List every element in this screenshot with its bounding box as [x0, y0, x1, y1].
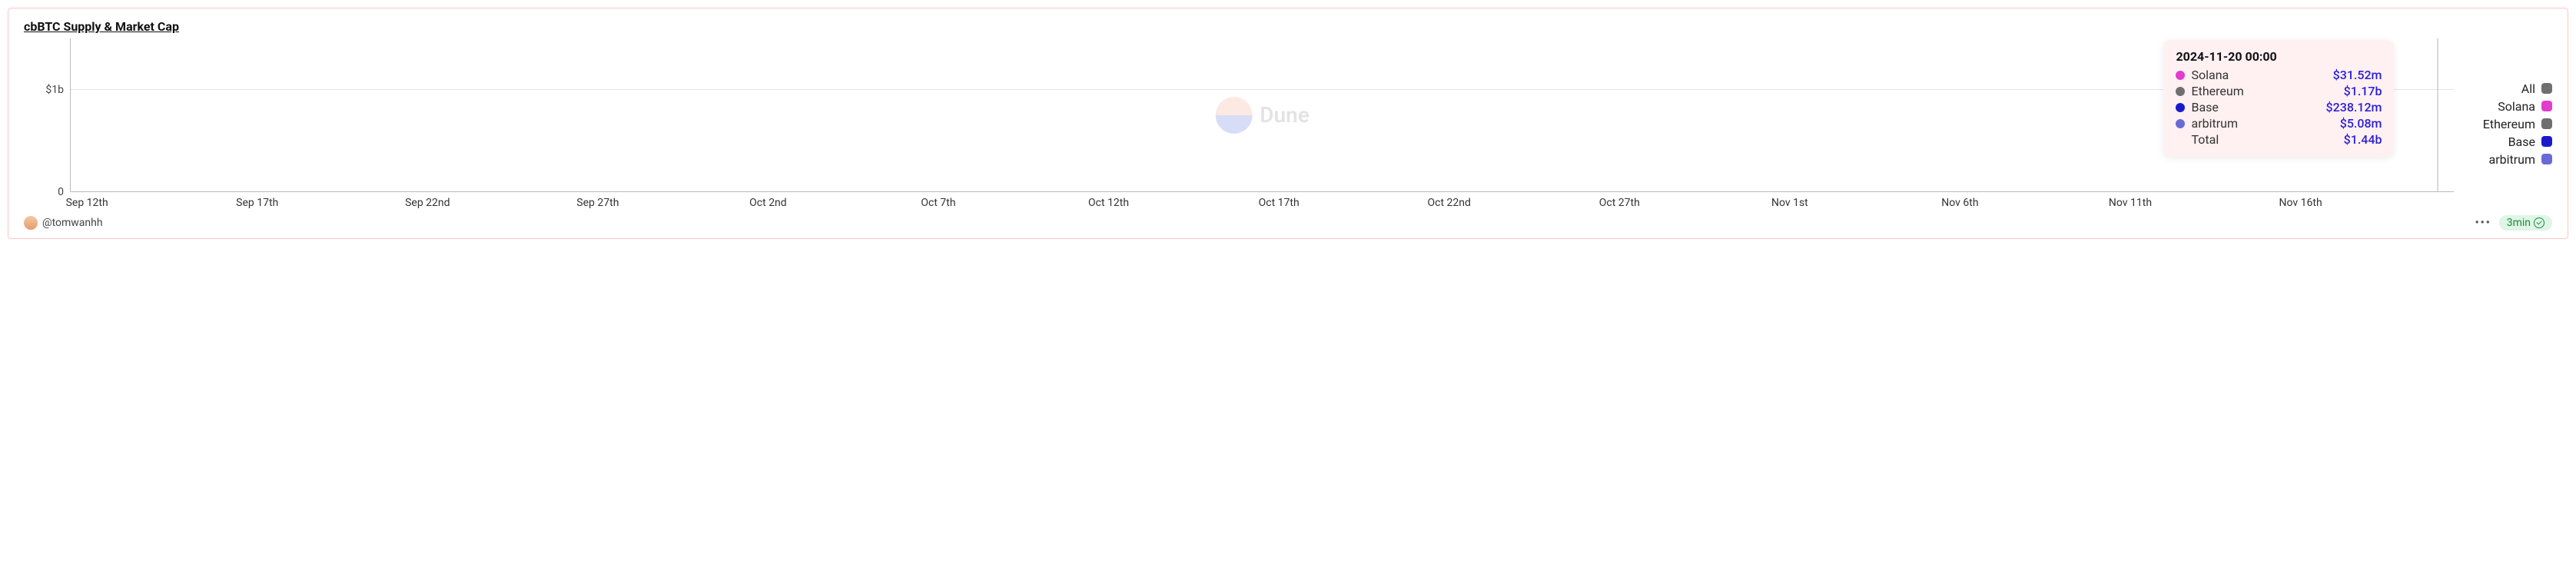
x-tick-label: Oct 22nd	[1428, 197, 1471, 209]
legend-item[interactable]: Solana	[2468, 99, 2552, 114]
tooltip-swatch-icon	[2176, 87, 2185, 96]
tooltip-title: 2024-11-20 00:00	[2176, 49, 2382, 64]
x-tick-label: Oct 27th	[1599, 197, 1640, 209]
y-axis-labels: $1b0	[24, 38, 70, 192]
x-axis-labels: Sep 12thSep 17thSep 22ndSep 27thOct 2ndO…	[70, 192, 2454, 209]
tooltip-row: Base $238.12m	[2176, 99, 2382, 115]
tooltip-swatch-icon	[2176, 103, 2185, 112]
x-tick-label: Nov 1st	[1771, 197, 1808, 209]
checkmark-circle-icon	[2534, 217, 2544, 228]
tooltip-row: arbitrum $5.08m	[2176, 115, 2382, 131]
refresh-age-text: 3min	[2507, 217, 2531, 229]
legend-swatch-icon	[2541, 154, 2552, 164]
tooltip-series-value: $5.08m	[2340, 116, 2382, 131]
tooltip-swatch-icon	[2176, 71, 2185, 80]
y-tick-label: $1b	[45, 84, 64, 96]
chart-plot-area[interactable]: Dune 2024-11-20 00:00 Solana$31.52mEther…	[70, 38, 2454, 192]
x-tick-label: Sep 27th	[576, 197, 619, 209]
legend-swatch-icon	[2541, 83, 2552, 94]
footer-right: ••• 3min	[2475, 215, 2552, 231]
x-tick-label: Oct 12th	[1088, 197, 1129, 209]
x-tick-label: Nov 11th	[2109, 197, 2152, 209]
tooltip-series-label: Base	[2191, 100, 2319, 115]
x-tick-label: Nov 6th	[1941, 197, 1978, 209]
legend-label: Ethereum	[2483, 117, 2535, 131]
legend-item[interactable]: Ethereum	[2468, 117, 2552, 131]
tooltip-total-row: Total $1.44b	[2176, 131, 2382, 148]
legend-swatch-icon	[2541, 136, 2552, 147]
tooltip-swatch-icon	[2176, 119, 2185, 128]
tooltip-series-label: Ethereum	[2191, 84, 2337, 98]
tooltip-series-label: Solana	[2191, 68, 2326, 82]
more-menu-icon[interactable]: •••	[2475, 217, 2491, 229]
plot-row: $1b0 Dune 2024-11-20 00:00 Solana$31.52m…	[24, 38, 2454, 192]
bars-container	[71, 38, 2454, 191]
x-tick-label: Nov 16th	[2279, 197, 2322, 209]
chart-card: cbBTC Supply & Market Cap $1b0 Dune 2024…	[8, 8, 2568, 239]
tooltip-series-value: $1.17b	[2344, 84, 2382, 98]
tooltip-series-value: $238.12m	[2326, 100, 2382, 115]
legend-item[interactable]: Base	[2468, 134, 2552, 149]
footer-left: @tomwanhh	[24, 216, 103, 230]
x-tick-label: Sep 17th	[236, 197, 278, 209]
tooltip-row: Ethereum $1.17b	[2176, 83, 2382, 99]
chart-title[interactable]: cbBTC Supply & Market Cap	[24, 19, 2552, 34]
tooltip-series-label: arbitrum	[2191, 116, 2333, 131]
legend-swatch-icon	[2541, 101, 2552, 111]
chart-outer: $1b0 Dune 2024-11-20 00:00 Solana$31.52m…	[24, 38, 2454, 209]
card-footer: @tomwanhh ••• 3min	[24, 215, 2552, 231]
legend-item[interactable]: All	[2468, 81, 2552, 96]
author-avatar-icon	[24, 216, 38, 230]
y-tick-label: 0	[58, 186, 64, 198]
hover-indicator-line	[2437, 38, 2438, 192]
tooltip-total-label: Total	[2191, 132, 2337, 147]
tooltip-total-value: $1.44b	[2344, 132, 2382, 147]
legend-swatch-icon	[2541, 118, 2552, 129]
refresh-badge[interactable]: 3min	[2499, 215, 2552, 231]
tooltip-row: Solana $31.52m	[2176, 67, 2382, 83]
chart-tooltip: 2024-11-20 00:00 Solana $31.52m Ethereum $1…	[2163, 40, 2394, 157]
x-tick-label: Oct 7th	[921, 197, 955, 209]
gridline	[71, 89, 2454, 90]
legend-item[interactable]: arbitrum	[2468, 152, 2552, 167]
tooltip-series-value: $31.52m	[2333, 68, 2382, 82]
author-handle[interactable]: @tomwanhh	[42, 217, 103, 229]
legend-label: All	[2521, 81, 2535, 96]
x-tick-label: Oct 17th	[1259, 197, 1300, 209]
legend-label: Base	[2508, 134, 2535, 149]
legend-label: arbitrum	[2488, 152, 2535, 167]
x-tick-label: Oct 2nd	[749, 197, 787, 209]
x-tick-label: Sep 22nd	[405, 197, 450, 209]
x-tick-label: Sep 12th	[66, 197, 108, 209]
legend-label: Solana	[2498, 99, 2535, 114]
legend: All Solana Ethereum Base arbitrum	[2468, 38, 2552, 209]
chart-row: $1b0 Dune 2024-11-20 00:00 Solana$31.52m…	[24, 38, 2552, 209]
